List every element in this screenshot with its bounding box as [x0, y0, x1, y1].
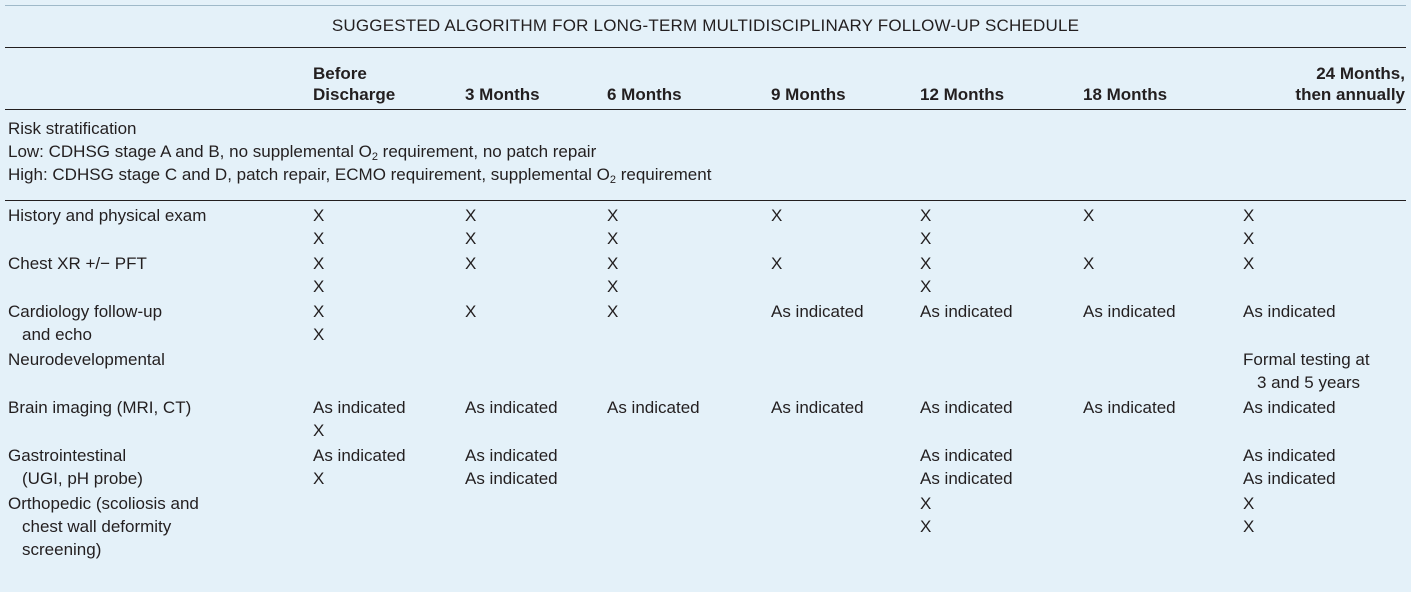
risk-high-subscript: 2	[609, 174, 616, 186]
table-cell: X	[771, 206, 783, 225]
table-cell: X	[920, 277, 932, 296]
risk-low-suffix: requirement, no patch repair	[377, 142, 597, 161]
table-cell: As indicated	[771, 398, 864, 417]
table-cell: As indicated	[465, 398, 558, 417]
header-divider	[5, 109, 1406, 110]
table-cell: 3 and 5 years	[1257, 373, 1361, 392]
row-label: chest wall deformity	[22, 517, 172, 536]
row-label: Orthopedic (scoliosis and	[8, 494, 199, 513]
table-cell: As indicated	[920, 446, 1013, 465]
risk-divider	[5, 200, 1406, 201]
table-cell: X	[920, 229, 932, 248]
row-label: Neurodevelopmental	[8, 350, 165, 369]
risk-high: High: CDHSG stage C and D, patch repair,…	[8, 164, 711, 186]
table-cell: X	[920, 494, 932, 513]
table-cell: X	[1243, 206, 1255, 225]
table-cell: As indicated	[920, 398, 1013, 417]
column-header-18-months: 18 Months	[1083, 85, 1168, 104]
table-cell: X	[1243, 517, 1255, 536]
table-cell: X	[1243, 494, 1255, 513]
table-cell: X	[313, 206, 325, 225]
row-label: and echo	[22, 325, 92, 344]
column-header-12-months: 12 Months	[920, 85, 1005, 104]
table-cell: X	[920, 206, 932, 225]
row-label: Chest XR +/− PFT	[8, 254, 147, 273]
risk-heading: Risk stratification	[8, 119, 137, 138]
column-header-6-months: 6 Months	[607, 85, 682, 104]
column-header-24-months: 24 Months, then annually	[1295, 64, 1405, 104]
row-label: Brain imaging (MRI, CT)	[8, 398, 192, 417]
table-cell: X	[920, 254, 932, 273]
table-cell: X	[465, 302, 477, 321]
table-cell: As indicated	[465, 446, 558, 465]
table-cell: X	[1083, 254, 1095, 273]
table-cell: X	[607, 277, 619, 296]
column-header-9-months: 9 Months	[771, 85, 846, 104]
table-cell: As indicated	[607, 398, 700, 417]
top-border	[5, 5, 1406, 6]
table-cell: X	[607, 302, 619, 321]
table-cell: As indicated	[1243, 398, 1336, 417]
table-cell: X	[313, 421, 325, 440]
row-label: screening)	[22, 540, 102, 559]
table-cell: As indicated	[920, 469, 1013, 488]
table-cell: As indicated	[1083, 398, 1176, 417]
table-cell: X	[1243, 254, 1255, 273]
row-label: (UGI, pH probe)	[22, 469, 143, 488]
table-cell: As indicated	[920, 302, 1013, 321]
table-cell: X	[465, 254, 477, 273]
risk-high-prefix: High: CDHSG stage C and D, patch repair,…	[8, 165, 610, 184]
table-cell: X	[465, 206, 477, 225]
table-cell: X	[1083, 206, 1095, 225]
title-divider	[5, 47, 1406, 48]
table-cell: As indicated	[465, 469, 558, 488]
row-label: Cardiology follow-up	[8, 302, 163, 321]
table-cell: X	[771, 254, 783, 273]
row-label: History and physical exam	[8, 206, 207, 225]
table-cell: X	[313, 302, 325, 321]
table-cell: X	[920, 517, 932, 536]
table-cell: As indicated	[1243, 446, 1336, 465]
table-cell: X	[313, 254, 325, 273]
column-header-before-discharge: Before Discharge	[313, 64, 396, 104]
table-cell: X	[313, 325, 325, 344]
table-cell: As indicated	[313, 398, 406, 417]
table-cell: X	[313, 469, 325, 488]
table-title: SUGGESTED ALGORITHM FOR LONG-TERM MULTID…	[331, 16, 1080, 35]
table-cell: X	[313, 229, 325, 248]
table-cell: As indicated	[771, 302, 864, 321]
risk-low: Low: CDHSG stage A and B, no supplementa…	[8, 141, 596, 163]
risk-high-suffix: requirement	[616, 165, 712, 184]
table-cell: X	[1243, 229, 1255, 248]
table-cell: As indicated	[1243, 469, 1336, 488]
table-cell: As indicated	[1243, 302, 1336, 321]
table-cell: X	[607, 206, 619, 225]
table-cell: X	[607, 229, 619, 248]
table-cell: Formal testing at	[1243, 350, 1370, 369]
table-cell: As indicated	[1083, 302, 1176, 321]
table-cell: As indicated	[313, 446, 406, 465]
row-label: Gastrointestinal	[8, 446, 127, 465]
column-header-3-months: 3 Months	[465, 85, 540, 104]
risk-low-prefix: Low: CDHSG stage A and B, no supplementa…	[8, 142, 372, 161]
table-cell: X	[607, 254, 619, 273]
table-cell: X	[465, 229, 477, 248]
table-cell: X	[313, 277, 325, 296]
risk-low-subscript: 2	[371, 151, 378, 163]
